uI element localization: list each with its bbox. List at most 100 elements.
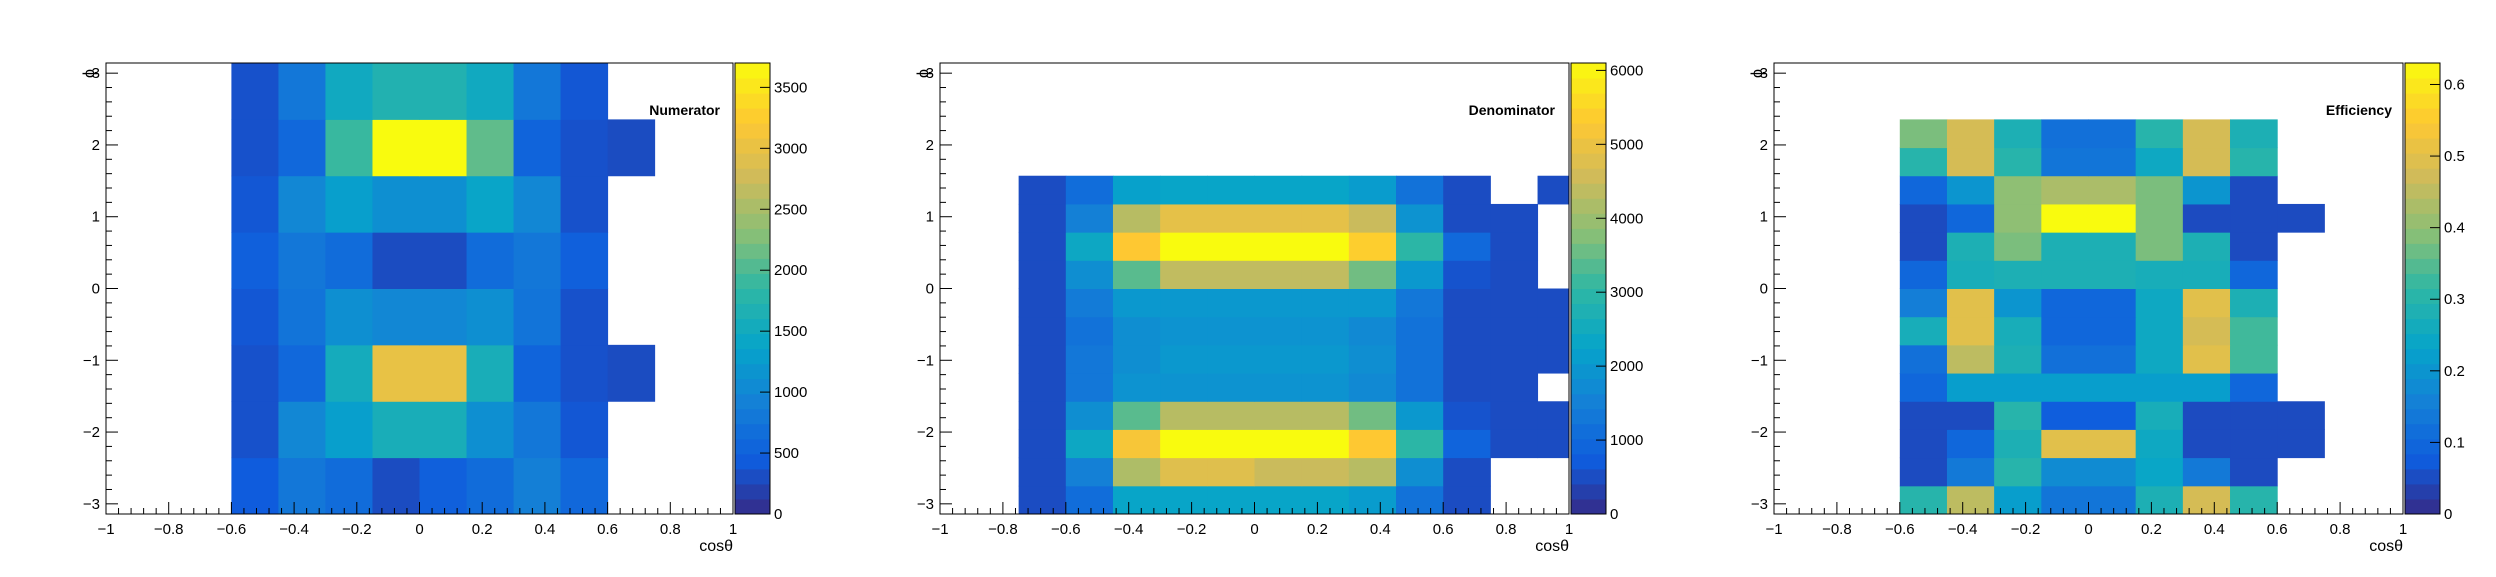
color-scale-step	[1571, 258, 1606, 274]
heatmap-cell	[466, 175, 515, 233]
color-scale-label: 3500	[774, 79, 807, 96]
heatmap-cell	[2182, 119, 2231, 149]
heatmap-cell	[2041, 147, 2089, 177]
color-scale-step	[1571, 363, 1606, 380]
x-tick-label: 0.8	[1496, 521, 1517, 538]
heatmap-cell	[2230, 119, 2278, 149]
heatmap-cell	[1443, 401, 1491, 430]
heatmap-cell	[2230, 373, 2278, 402]
heatmap-cell	[2182, 232, 2231, 261]
y-tick-label: −3	[83, 496, 100, 513]
heatmap-cell	[1396, 429, 1444, 459]
heatmap-cell	[231, 401, 279, 459]
heatmap-cell	[1994, 316, 2042, 346]
heatmap-cell	[1112, 373, 1161, 402]
color-scale-step	[2405, 333, 2440, 350]
plot-title: Numerator	[649, 102, 720, 118]
heatmap-cell	[1065, 429, 1114, 459]
color-scale-step	[2405, 93, 2440, 109]
heatmap-cell	[1994, 260, 2042, 289]
heatmap-cell	[1018, 203, 1067, 233]
heatmap-cell	[1065, 344, 1114, 374]
heatmap-cell	[2135, 485, 2184, 515]
heatmap-cell	[1065, 232, 1114, 261]
heatmap-cell	[560, 457, 609, 515]
color-scale-step	[1571, 243, 1606, 259]
color-scale-label: 0	[1610, 506, 1618, 523]
heatmap-cell	[1065, 373, 1114, 402]
heatmap-cell	[2182, 175, 2231, 205]
heatmap-cell	[325, 63, 373, 120]
heatmap-cell	[1946, 485, 1995, 515]
color-scale-step	[735, 78, 770, 94]
y-axis: −3 −2 −1 0 1 2 3	[83, 65, 118, 513]
heatmap-cell	[560, 288, 609, 346]
heatmap-cell	[1018, 457, 1067, 487]
heatmap-cell	[2088, 232, 2137, 261]
heatmap-cell	[1348, 203, 1397, 233]
color-scale-step	[1571, 348, 1606, 365]
heatmap-cell	[560, 119, 609, 177]
heatmap-cell	[231, 344, 279, 402]
heatmap-cell	[1348, 288, 1397, 318]
y-tick-label: 2	[92, 137, 100, 154]
heatmap-cell	[419, 344, 468, 402]
heatmap-cell	[1537, 175, 1570, 205]
color-scale-step	[1571, 198, 1606, 214]
color-scale-step	[2405, 468, 2440, 485]
color-scale-step	[735, 303, 770, 320]
color-scale-step	[1571, 288, 1606, 305]
heatmap-cell	[1994, 401, 2042, 430]
y-tick-label: 1	[1760, 209, 1768, 226]
color-scale-step	[735, 393, 770, 410]
x-axis-label: cosθ	[2369, 538, 2403, 555]
y-tick-label: −3	[917, 496, 934, 513]
color-scale-step	[2405, 273, 2440, 289]
heatmap-cell	[2088, 373, 2137, 402]
heatmap-cell	[1537, 429, 1570, 459]
heatmap-cell	[1396, 457, 1444, 487]
heatmap-cell	[1946, 401, 1995, 430]
color-scale-step	[735, 468, 770, 485]
y-axis-label: ϕ	[1749, 69, 1766, 78]
heatmap-cell	[1160, 260, 1208, 289]
color-scale-step	[1571, 78, 1606, 94]
heatmap-cell	[1348, 485, 1397, 515]
color-scale-step	[735, 483, 770, 500]
heatmap-cell	[2182, 316, 2231, 346]
heatmap-cell	[1443, 373, 1491, 402]
color-scale: 0 0.1 0.2 0.3 0.4 0.5 0.6	[2404, 62, 2465, 523]
color-scale-step	[2405, 303, 2440, 320]
heatmap-cell	[1112, 175, 1161, 205]
heatmap-cell	[1899, 373, 1948, 402]
heatmap-cell	[1443, 260, 1491, 289]
heatmap-cell	[2041, 429, 2089, 459]
heatmap-cell	[2135, 288, 2184, 318]
heatmap-panel-3: −1 −0.8 −0.6 −0.4 −0.2 0 0.2 0.4 0.6 0.8 1cosθ−3−2…	[1749, 62, 2465, 555]
x-tick-label: −0.8	[988, 521, 1018, 538]
color-scale-frame	[1570, 62, 1607, 515]
color-scale-step	[735, 243, 770, 259]
heatmap-cell	[278, 232, 326, 289]
color-scale-step	[735, 153, 770, 169]
color-scale-step	[1571, 183, 1606, 199]
heatmap-cell	[1160, 429, 1208, 459]
heatmap-cell	[1160, 401, 1208, 430]
heatmap-cell	[1207, 344, 1255, 374]
heatmap-cell	[1396, 288, 1444, 318]
heatmap-cell	[1443, 344, 1491, 374]
heatmap-cell	[513, 344, 562, 402]
heatmap-cell	[2277, 401, 2325, 430]
heatmap-cell	[2182, 373, 2231, 402]
color-scale-label: 500	[774, 445, 799, 462]
heatmap-cell	[1443, 485, 1491, 515]
heatmap-cell	[1301, 373, 1350, 402]
heatmap-cell	[1899, 260, 1948, 289]
x-tick-label: 1	[729, 521, 737, 538]
heatmap-cell	[1348, 260, 1397, 289]
x-tick-label: 0.4	[534, 521, 555, 538]
heatmap-cell	[1396, 344, 1444, 374]
heatmap-cell	[325, 175, 373, 233]
heatmap-cell	[1018, 232, 1067, 261]
heatmap-cell	[1899, 344, 1948, 374]
